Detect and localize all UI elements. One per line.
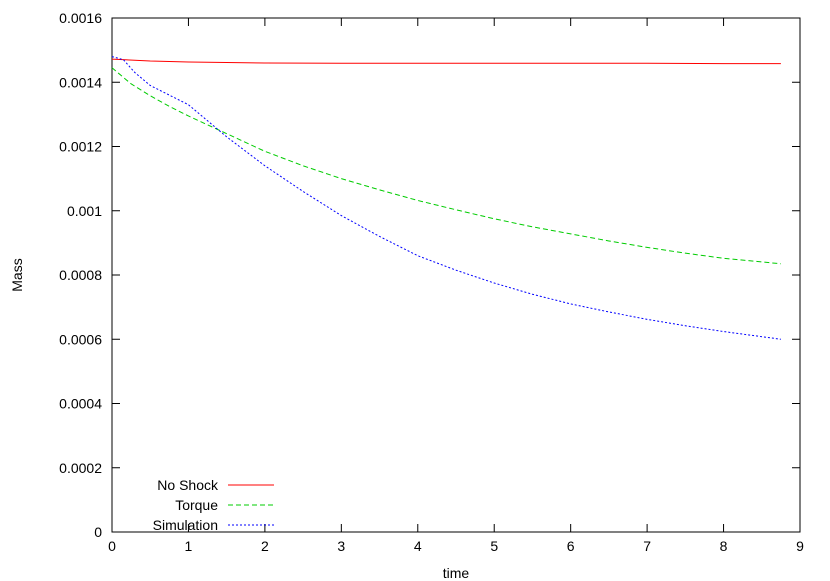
x-axis-label: time [443, 565, 470, 581]
y-tick-label: 0.0016 [59, 10, 102, 26]
legend-label: Simulation [153, 517, 218, 533]
series-line-torque [111, 67, 781, 265]
series-line-simulation [111, 56, 781, 340]
x-tick-label: 2 [261, 538, 269, 554]
x-tick-label: 3 [337, 538, 345, 554]
y-tick-label: 0.0012 [59, 139, 102, 155]
x-tick-label: 7 [643, 538, 651, 554]
x-tick-label: 0 [108, 538, 116, 554]
y-axis-label: Mass [9, 258, 25, 291]
plot-frame [111, 17, 801, 533]
x-tick-label: 9 [796, 538, 804, 554]
series-layer [111, 56, 781, 340]
y-tick-label: 0.0004 [59, 396, 102, 412]
y-tick-label: 0.001 [67, 203, 102, 219]
y-tick-label: 0.0014 [59, 74, 102, 90]
series-line-no-shock [111, 58, 781, 65]
y-tick-label: 0.0006 [59, 331, 102, 347]
x-tick-label: 5 [490, 538, 498, 554]
y-tick-label: 0.0008 [59, 267, 102, 283]
y-tick-label: 0 [94, 524, 102, 540]
legend-label: Torque [175, 497, 218, 513]
axis-ticks: 0 1 2 3 4 5 6 7 8 9 0 0.0002 0.0004 0.0006 0.0008 0.001… [59, 10, 804, 554]
legend-label: No Shock [157, 477, 219, 493]
y-tick-label: 0.0002 [59, 460, 102, 476]
x-tick-label: 8 [720, 538, 728, 554]
x-tick-label: 1 [185, 538, 193, 554]
x-tick-label: 4 [414, 538, 422, 554]
x-tick-label: 6 [567, 538, 575, 554]
legend: No Shock Torque Simulation [153, 477, 274, 533]
